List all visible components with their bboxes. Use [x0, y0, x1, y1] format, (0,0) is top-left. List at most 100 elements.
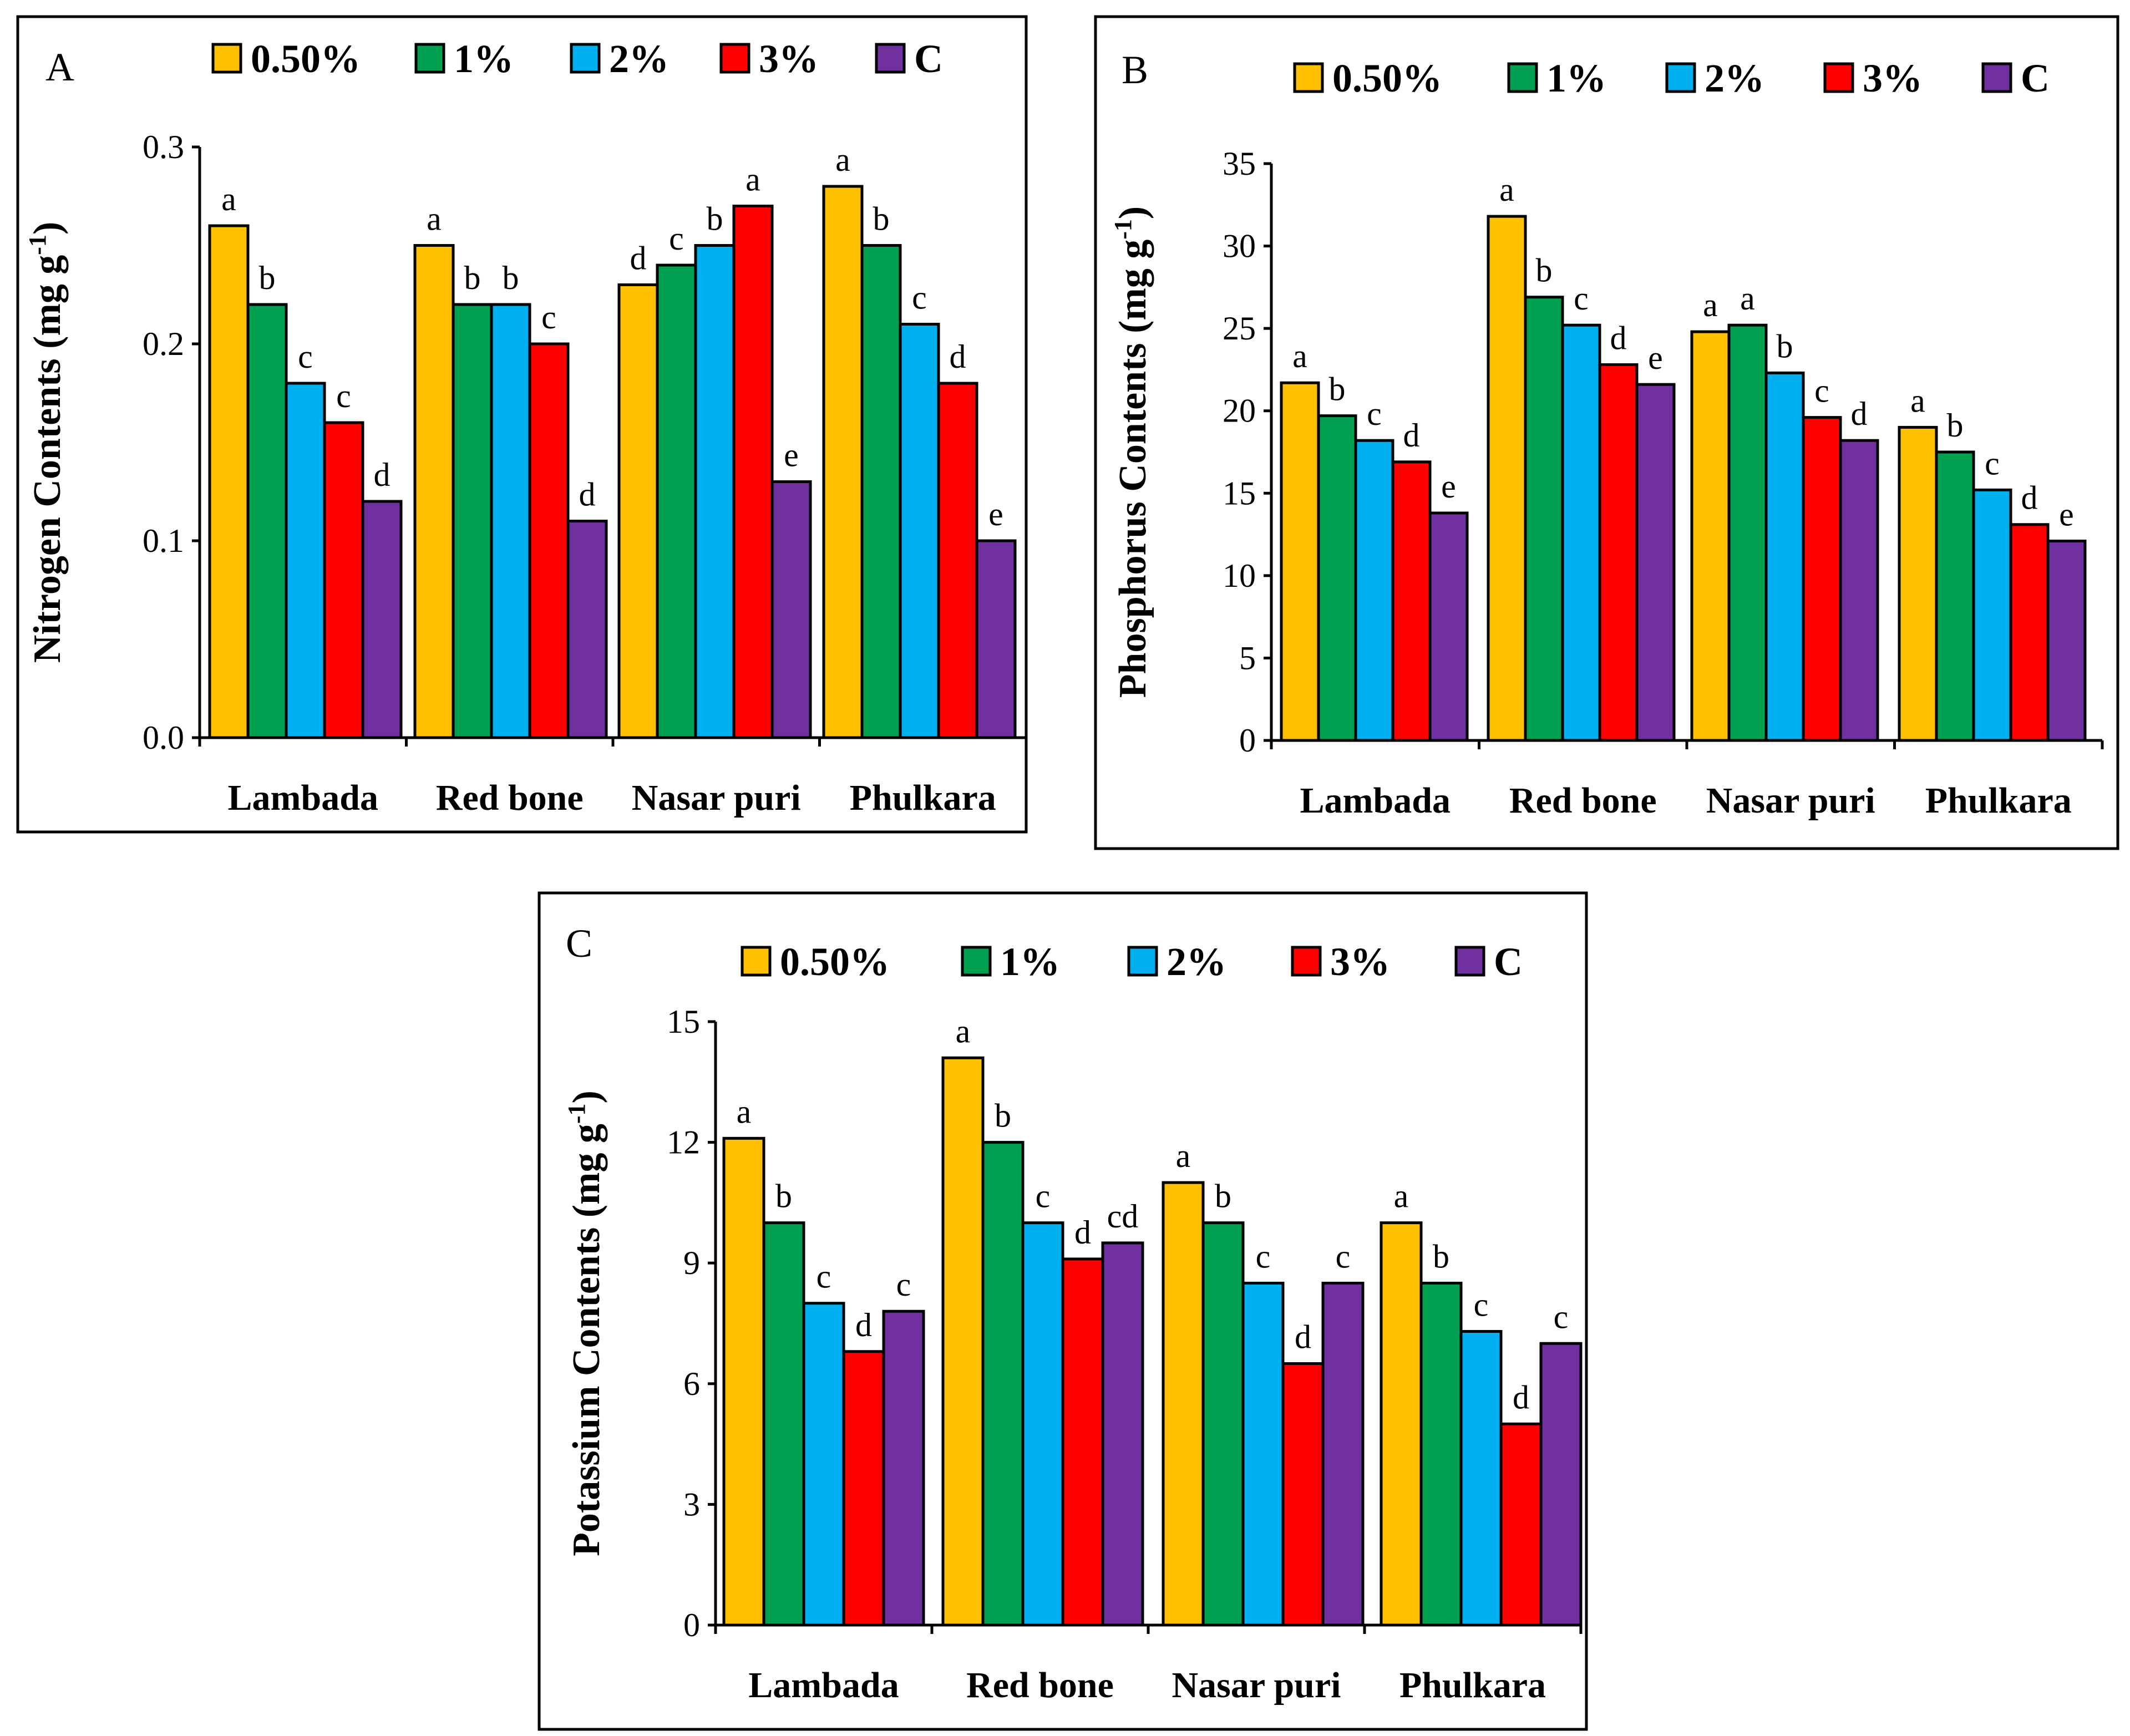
- significance-label: d: [630, 240, 647, 277]
- legend-label: 3%: [1863, 56, 1923, 100]
- bar: [2009, 523, 2050, 742]
- bar: [1802, 416, 1842, 742]
- bar: [1839, 439, 1879, 742]
- legend-swatch: [1981, 62, 2012, 93]
- category-label: Phulkara: [850, 778, 996, 818]
- legend-swatch: [1507, 62, 1538, 93]
- category-label: Red bone: [1509, 780, 1657, 821]
- significance-label: b: [707, 201, 723, 237]
- significance-label: e: [988, 496, 1003, 532]
- category-label: Red bone: [966, 1665, 1114, 1705]
- significance-label: d: [2021, 480, 2038, 516]
- panel-letter: C: [566, 921, 592, 966]
- significance-label: e: [784, 437, 799, 474]
- bar: [860, 244, 902, 739]
- significance-label: d: [1074, 1214, 1091, 1251]
- bar: [452, 303, 493, 739]
- bar: [1281, 1362, 1325, 1627]
- significance-label: a: [427, 201, 442, 237]
- significance-label: d: [855, 1307, 872, 1343]
- significance-label: b: [503, 260, 519, 296]
- category-label: Red bone: [436, 778, 584, 818]
- significance-label: b: [873, 201, 890, 237]
- bar: [1935, 450, 1975, 742]
- significance-label: a: [1910, 382, 1925, 419]
- significance-label: a: [1703, 287, 1718, 323]
- significance-label: c: [1367, 395, 1382, 432]
- bar: [1428, 511, 1469, 742]
- bar: [566, 520, 608, 739]
- y-tick-label: 20: [1223, 393, 1256, 429]
- bar: [937, 382, 978, 739]
- significance-label: a: [1740, 280, 1755, 317]
- y-tick-label: 0: [1239, 722, 1256, 759]
- bar: [1321, 1281, 1365, 1627]
- bar: [1690, 330, 1731, 742]
- significance-label: b: [1777, 328, 1793, 364]
- bar: [1764, 371, 1805, 742]
- significance-label: d: [950, 338, 966, 375]
- significance-label: e: [1648, 339, 1663, 376]
- bar: [1524, 296, 1564, 742]
- legend-label: 3%: [759, 37, 819, 81]
- category-label: Lambada: [228, 778, 378, 818]
- legend-swatch: [741, 946, 772, 977]
- bar: [1021, 1221, 1064, 1627]
- bar: [1101, 1241, 1144, 1627]
- bar: [1561, 323, 1601, 742]
- bar: [1201, 1221, 1245, 1627]
- bar: [822, 185, 864, 739]
- significance-label: a: [746, 161, 760, 198]
- y-axis-label: Nitrogen Contents (mg g-1): [24, 222, 69, 663]
- bar: [1061, 1257, 1104, 1627]
- bar: [413, 244, 455, 739]
- bar: [770, 480, 812, 739]
- legend-swatch: [1291, 946, 1322, 977]
- legend-swatch: [1454, 946, 1485, 977]
- legend-label: 3%: [1330, 940, 1390, 984]
- significance-label: c: [669, 220, 684, 257]
- significance-label: c: [1474, 1287, 1489, 1323]
- significance-label: c: [1554, 1298, 1569, 1335]
- y-tick-label: 0.2: [143, 326, 184, 362]
- panel-B: B 0.50% 1% 2% 3% C 0 5 10 15 20 25 30 35 Lambada Red bo…: [1094, 15, 2119, 850]
- significance-label: d: [1403, 417, 1420, 454]
- bar: [732, 205, 774, 739]
- bar: [1499, 1422, 1543, 1627]
- significance-label: c: [541, 299, 556, 336]
- bar: [899, 323, 940, 739]
- bar: [617, 283, 659, 739]
- bar: [694, 244, 736, 739]
- bar: [802, 1302, 845, 1627]
- y-tick-label: 0.0: [143, 719, 184, 756]
- category-label: Lambada: [748, 1665, 899, 1705]
- significance-label: b: [995, 1098, 1011, 1134]
- legend-label: C: [1494, 940, 1523, 984]
- significance-label: c: [912, 280, 927, 316]
- significance-label: c: [1256, 1238, 1271, 1275]
- bar: [490, 303, 531, 739]
- legend-label: 1%: [1000, 940, 1060, 984]
- y-tick-label: 3: [683, 1486, 700, 1522]
- significance-label: a: [956, 1013, 971, 1049]
- panel-letter: B: [1122, 48, 1148, 92]
- bar: [941, 1056, 985, 1627]
- bar: [285, 382, 326, 739]
- legend-swatch: [1823, 62, 1854, 93]
- legend-swatch: [211, 43, 242, 74]
- legend-label: 1%: [1546, 56, 1606, 100]
- y-tick-label: 0.3: [143, 129, 184, 165]
- significance-label: a: [1394, 1178, 1409, 1215]
- y-tick-label: 9: [683, 1245, 700, 1281]
- legend-label: 2%: [1705, 56, 1764, 100]
- significance-label: e: [1441, 468, 1456, 505]
- y-axis-label: Potassium Contents (mg g-1): [563, 1090, 608, 1556]
- y-tick-label: 0.1: [143, 522, 184, 559]
- bar: [1972, 488, 2012, 742]
- significance-label: d: [1851, 395, 1868, 432]
- significance-label: a: [1176, 1138, 1191, 1174]
- significance-label: a: [1292, 338, 1307, 374]
- bar: [882, 1309, 925, 1627]
- bar: [208, 224, 250, 739]
